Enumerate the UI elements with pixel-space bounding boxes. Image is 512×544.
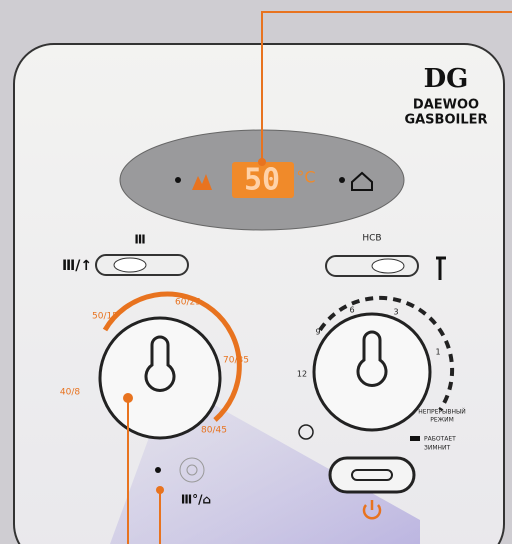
dial-label: 50/15 xyxy=(92,312,118,322)
timer-label: 6 xyxy=(349,306,354,315)
legend-swatch xyxy=(410,436,420,441)
timer-dial[interactable] xyxy=(312,312,432,432)
timer-label: 1 xyxy=(435,348,440,357)
brand-line: DAEWOO xyxy=(413,98,479,113)
hot-water-label: НСВ xyxy=(362,234,381,244)
dial-label: 40/8 xyxy=(60,388,80,398)
mode-icon: Ⅲ°/⌂ xyxy=(181,493,211,507)
continuous-label: НЕПРЕРЫВНЫЙ xyxy=(418,409,466,416)
timer-label: 3 xyxy=(393,308,398,317)
power-button[interactable] xyxy=(328,456,416,494)
brand-logo: DG xyxy=(424,64,469,94)
legend-label: РАБОТАЕТ xyxy=(424,436,456,443)
dial-grip xyxy=(356,330,388,387)
leader-line xyxy=(261,11,512,162)
clock-icon xyxy=(298,424,314,440)
reset-button-inner xyxy=(186,464,198,476)
dial-label: 80/45 xyxy=(201,426,227,436)
timer-scale xyxy=(318,295,455,412)
dial-grip xyxy=(144,335,176,392)
timer-label: 9 xyxy=(315,328,320,337)
flame-icon xyxy=(192,174,212,190)
indicator xyxy=(155,467,161,473)
house-icon xyxy=(351,171,373,191)
reset-button[interactable] xyxy=(179,457,205,483)
heating-dial[interactable] xyxy=(98,316,222,440)
slider-knob xyxy=(371,258,405,274)
dial-label: 60/25 xyxy=(175,298,201,308)
dial-label: 70/35 xyxy=(223,356,249,366)
unit: °C xyxy=(296,168,315,187)
brand-line: GASBOILER xyxy=(404,113,487,128)
dial-arc xyxy=(102,291,242,422)
indicator xyxy=(339,177,345,183)
power-button-slot xyxy=(351,469,393,481)
tap-icon xyxy=(436,256,446,280)
slider-knob xyxy=(113,257,147,273)
radiator-icon: Ⅲ/↑ xyxy=(62,258,92,274)
legend-label: ЗИМНИТ xyxy=(424,445,451,452)
power-icon xyxy=(362,500,382,520)
indicator xyxy=(175,177,181,183)
digit-screen xyxy=(232,162,294,198)
radiator-icon: Ⅲ xyxy=(134,233,145,247)
continuous-label: РЕЖИМ xyxy=(430,417,454,424)
leader-dot xyxy=(258,158,266,166)
temperature: 50 xyxy=(244,163,280,198)
timer-label: 12 xyxy=(297,370,307,379)
